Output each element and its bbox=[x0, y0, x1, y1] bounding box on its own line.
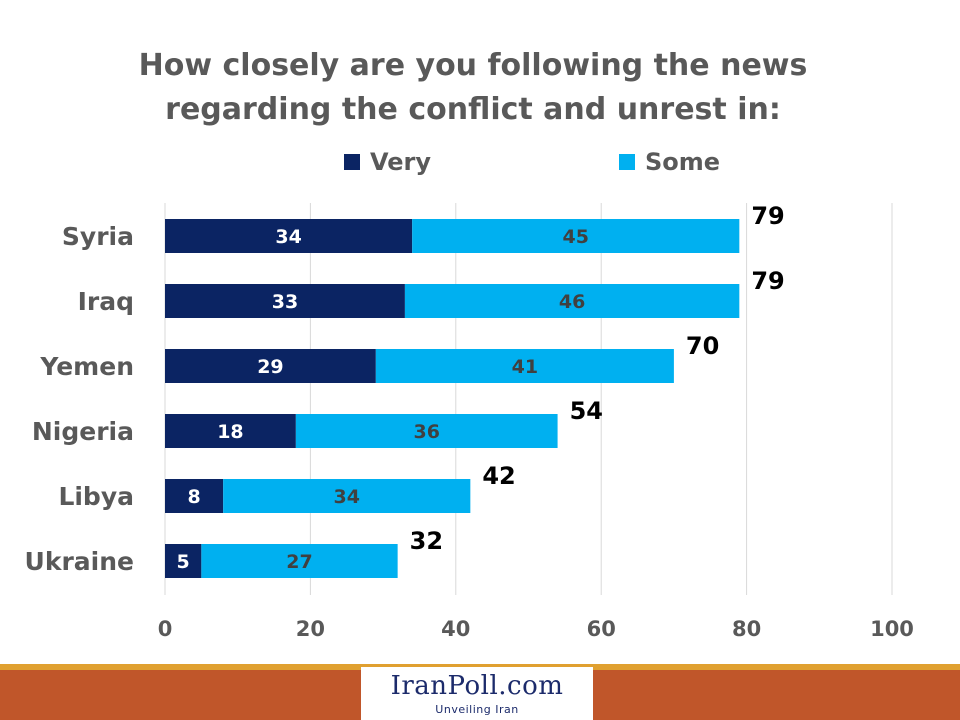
bar-segment bbox=[165, 544, 202, 578]
x-tick-label: 100 bbox=[870, 617, 914, 641]
category-label: Ukraine bbox=[25, 547, 134, 576]
total-label: 79 bbox=[751, 267, 784, 295]
category-label: Syria bbox=[62, 222, 134, 251]
data-label: 18 bbox=[217, 421, 243, 443]
bar-segment bbox=[223, 479, 471, 513]
category-label: Libya bbox=[58, 482, 134, 511]
bar-segment bbox=[375, 349, 674, 383]
bar-segment bbox=[165, 414, 296, 448]
bar-segment bbox=[165, 219, 413, 253]
legend-label-some: Some bbox=[645, 148, 721, 176]
data-label: 36 bbox=[413, 421, 439, 443]
category-label: Nigeria bbox=[32, 417, 134, 446]
logo-tagline: Unveiling Iran bbox=[435, 703, 519, 716]
chart-title-line-2: regarding the conflict and unrest in: bbox=[165, 92, 781, 127]
iranpoll-logo: IranPoll.com Unveiling Iran bbox=[361, 667, 593, 720]
bar-chart: 0 20 40 60 80 100 Syria 34 45 79 Iraq 33 46 79 Yemen 29… bbox=[25, 202, 914, 641]
category-label: Yemen bbox=[39, 352, 134, 381]
data-label: 45 bbox=[563, 226, 589, 248]
category-label: Iraq bbox=[78, 287, 134, 316]
data-label: 34 bbox=[275, 226, 301, 248]
data-label: 46 bbox=[559, 291, 585, 313]
bar-segment bbox=[404, 284, 740, 318]
total-label: 42 bbox=[482, 462, 515, 490]
legend-item-some: Some bbox=[619, 145, 720, 179]
total-label: 70 bbox=[686, 332, 719, 360]
legend-label-very: Very bbox=[370, 148, 432, 176]
x-tick-label: 80 bbox=[732, 617, 761, 641]
bar-segment bbox=[201, 544, 398, 578]
data-label: 29 bbox=[257, 356, 283, 378]
legend: Very Some bbox=[0, 145, 960, 179]
data-label: 33 bbox=[272, 291, 298, 313]
chart-title-line-1: How closely are you following the news bbox=[138, 48, 808, 83]
data-label: 34 bbox=[334, 486, 360, 508]
logo-wordmark: IranPoll.com bbox=[390, 671, 564, 701]
bar-segment bbox=[412, 219, 740, 253]
total-label: 79 bbox=[751, 202, 784, 230]
x-tick-label: 60 bbox=[587, 617, 616, 641]
bar-segment bbox=[165, 284, 405, 318]
bar-segment bbox=[165, 479, 224, 513]
total-label: 32 bbox=[410, 527, 443, 555]
legend-item-very: Very bbox=[344, 145, 431, 179]
data-label: 27 bbox=[286, 551, 312, 573]
legend-swatch-very bbox=[344, 154, 360, 170]
chart-title: How closely are you following the news r… bbox=[0, 44, 946, 132]
legend-swatch-some bbox=[619, 154, 635, 170]
data-label: 41 bbox=[512, 356, 538, 378]
x-tick-label: 20 bbox=[296, 617, 325, 641]
data-label: 8 bbox=[187, 486, 200, 508]
x-tick-label: 0 bbox=[158, 617, 173, 641]
bar-segment bbox=[295, 414, 558, 448]
bar-segment bbox=[165, 349, 376, 383]
data-label: 5 bbox=[177, 551, 190, 573]
x-tick-label: 40 bbox=[441, 617, 470, 641]
total-label: 54 bbox=[570, 397, 603, 425]
